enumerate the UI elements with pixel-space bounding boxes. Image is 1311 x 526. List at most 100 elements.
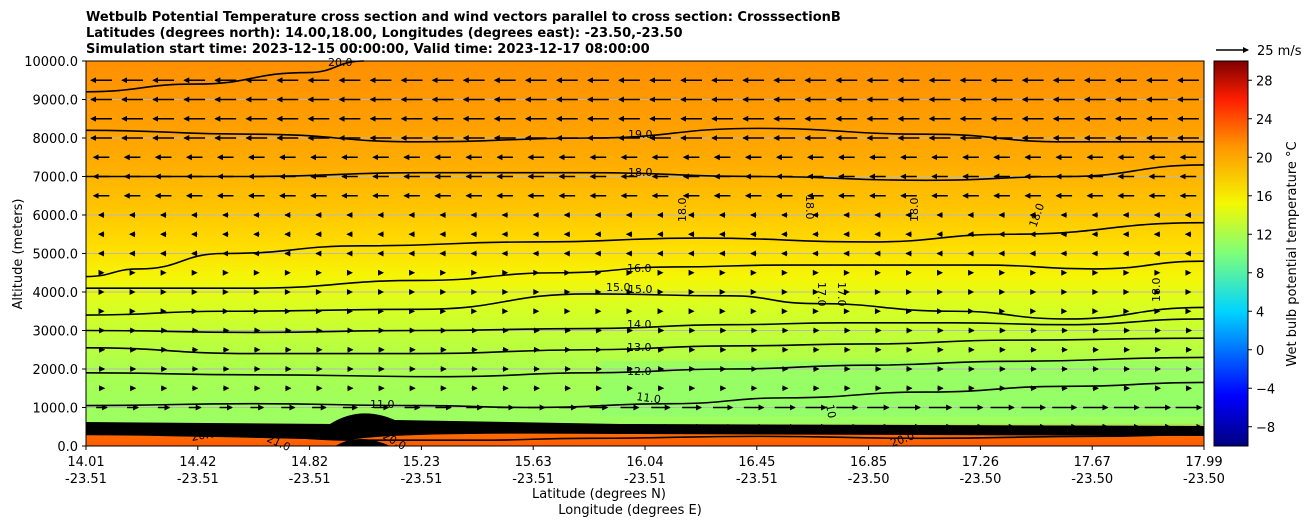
wind-vector <box>440 269 447 276</box>
contour-line <box>85 221 1205 278</box>
wind-vector <box>284 289 291 295</box>
colorbar-tick-label: 20 <box>1256 151 1273 166</box>
wind-vector <box>750 308 757 315</box>
wind-vector <box>253 289 260 295</box>
contour-label: 11.0 <box>370 398 395 411</box>
contour-line <box>85 337 1205 355</box>
x-tick-label-lon: -23.51 <box>400 472 442 487</box>
wind-vector <box>502 308 509 315</box>
wind-vector <box>688 269 695 276</box>
x-tick-label-lon: -23.50 <box>1183 472 1225 487</box>
wind-vector <box>1030 308 1037 315</box>
contour-label: 20.0 <box>190 427 216 444</box>
x-axis-ticks: 14.01 -23.51 14.42 -23.51 14.82 -23.51 15.23 -2… <box>65 446 1225 487</box>
x-tick-label-lon: -23.51 <box>512 472 554 487</box>
wind-vector <box>1061 308 1068 315</box>
y-tick-label: 9000.0 <box>33 94 79 109</box>
contour-label: 18.0 <box>628 166 653 179</box>
wind-vector <box>1061 269 1068 276</box>
contour-label: 11.0 <box>636 390 662 406</box>
wind-vector <box>812 289 819 295</box>
wind-vector <box>905 308 912 315</box>
wind-vector <box>1185 269 1192 276</box>
wind-vector <box>626 269 633 276</box>
wind-vector <box>781 289 788 295</box>
x-tick-label-lon: -23.51 <box>65 472 107 487</box>
wind-vector <box>905 269 912 276</box>
wind-vector <box>315 308 322 315</box>
colorbar-gradient <box>1213 60 1249 447</box>
contour-label: 17.0 <box>835 282 848 307</box>
wind-vector <box>129 289 136 295</box>
contour-label: 14.0 <box>627 318 652 331</box>
x-tick-label-lat: 17.67 <box>1074 455 1111 470</box>
x-axis-label-longitude: Longitude (degrees E) <box>558 503 702 518</box>
wind-vector <box>843 269 850 276</box>
wind-vector <box>409 308 416 315</box>
wind-vector <box>595 289 602 295</box>
contour-line <box>85 60 365 93</box>
wind-vector <box>502 289 509 295</box>
gridlines <box>86 99 1204 408</box>
wind-vector <box>719 308 726 315</box>
wind-vector <box>191 308 198 315</box>
x-tick-label-lon: -23.50 <box>1071 472 1113 487</box>
wind-vector <box>533 269 540 276</box>
surface-dense-contours <box>86 413 1204 440</box>
chart-title-line-1: Wetbulb Potential Temperature cross sect… <box>86 10 841 25</box>
wind-vector <box>688 289 695 295</box>
wind-vector <box>253 269 260 276</box>
wind-vector <box>968 269 975 276</box>
quiver-key-label: 25 m/s <box>1257 44 1302 59</box>
x-tick-label-lon: -23.50 <box>959 472 1001 487</box>
x-tick-label-lat: 14.82 <box>291 455 328 470</box>
wind-vector <box>937 308 944 315</box>
wind-vector <box>1092 289 1099 295</box>
y-axis-label: Altitude (meters) <box>11 199 26 310</box>
wind-vector <box>688 308 695 315</box>
x-tick-label-lat: 14.42 <box>179 455 216 470</box>
wind-vector <box>346 269 353 276</box>
x-tick-label-lat: 16.04 <box>626 455 663 470</box>
wind-vector <box>564 308 571 315</box>
wind-vector <box>999 308 1006 315</box>
wind-vector <box>626 289 633 295</box>
wind-vector <box>533 308 540 315</box>
contour-line <box>85 381 1205 409</box>
wind-vector <box>471 308 478 315</box>
wind-vector <box>160 269 167 276</box>
wind-vector <box>409 289 416 295</box>
wind-vector <box>409 269 416 276</box>
wind-vector <box>471 269 478 276</box>
contour-label: 13.0 <box>627 341 652 354</box>
x-tick-label-lat: 16.85 <box>850 455 887 470</box>
wind-vector <box>440 308 447 315</box>
wind-vector <box>129 308 136 315</box>
wind-vector <box>1123 269 1130 276</box>
colorbar-ticks: −8 −4 0 4 8 12 16 20 24 28 <box>1248 74 1275 436</box>
wind-vector <box>222 308 229 315</box>
wind-vector <box>843 289 850 295</box>
wind-vector <box>1185 289 1192 295</box>
wind-vector <box>968 308 975 315</box>
wind-vector <box>937 289 944 295</box>
wind-vector <box>1154 269 1161 276</box>
x-tick-label-lat: 15.63 <box>515 455 552 470</box>
wind-vector <box>1154 308 1161 315</box>
wind-vector <box>98 269 105 276</box>
contour-label: 18.0 <box>803 195 816 220</box>
colorbar-tick-label: 0 <box>1256 344 1264 359</box>
wind-vector <box>843 308 850 315</box>
wind-vector <box>98 308 105 315</box>
wind-vector <box>657 308 664 315</box>
wind-vector <box>564 269 571 276</box>
y-tick-label: 10000.0 <box>24 55 78 70</box>
wind-vector <box>781 308 788 315</box>
contour-label: 18.0 <box>676 198 689 223</box>
y-tick-label: 1000.0 <box>33 402 79 417</box>
wind-vector <box>999 269 1006 276</box>
y-tick-label: 6000.0 <box>33 209 79 224</box>
colorbar-tick-label: −4 <box>1256 382 1275 397</box>
wind-vector <box>378 289 385 295</box>
